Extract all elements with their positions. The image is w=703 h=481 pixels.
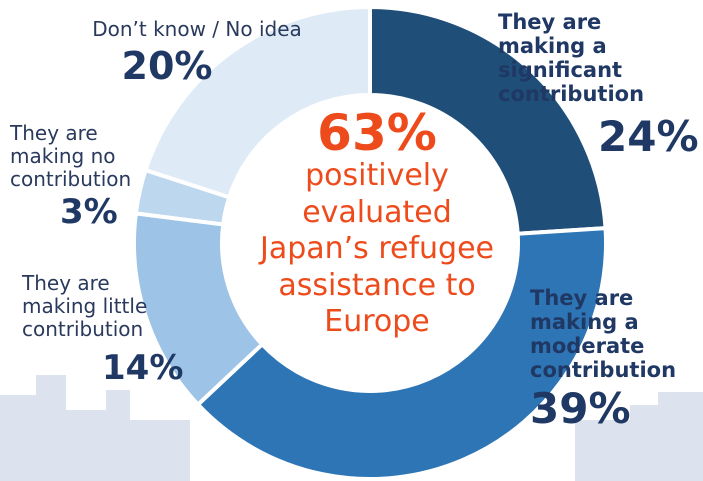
label-no-text: They are making no contribution — [10, 121, 132, 191]
label-moderate-value: 39% — [530, 383, 631, 433]
slice-significant — [368, 4, 608, 236]
label-no: They are making no contribution 3% — [10, 122, 131, 232]
slice-dont-know — [143, 4, 372, 200]
label-dont-know-text: Don’t know / No idea — [92, 17, 302, 41]
label-little-text: They are making little contribution — [22, 271, 148, 341]
label-little-value: 14% — [102, 348, 184, 388]
label-dont-know-value: 20% — [121, 44, 213, 88]
label-significant: They are making a significant contributi… — [498, 10, 699, 161]
label-moderate-text: They are making a moderate contribution — [530, 286, 677, 383]
label-little: They are making little contribution 14% — [22, 272, 183, 388]
label-significant-value: 24% — [598, 111, 699, 161]
label-dont-know: Don’t know / No idea 20% — [57, 18, 337, 89]
label-no-value: 3% — [60, 192, 118, 232]
donut-hole — [224, 97, 516, 389]
label-significant-text: They are making a significant contributi… — [498, 10, 645, 107]
slice-moderate — [195, 226, 608, 481]
label-moderate: They are making a moderate contribution … — [530, 286, 676, 433]
center-summary: 63% positively evaluated Japan’s refugee… — [227, 108, 527, 341]
center-caption: positively evaluated Japan’s refugee ass… — [259, 158, 495, 340]
center-value: 63% — [317, 104, 437, 162]
background-skyline — [0, 375, 703, 481]
